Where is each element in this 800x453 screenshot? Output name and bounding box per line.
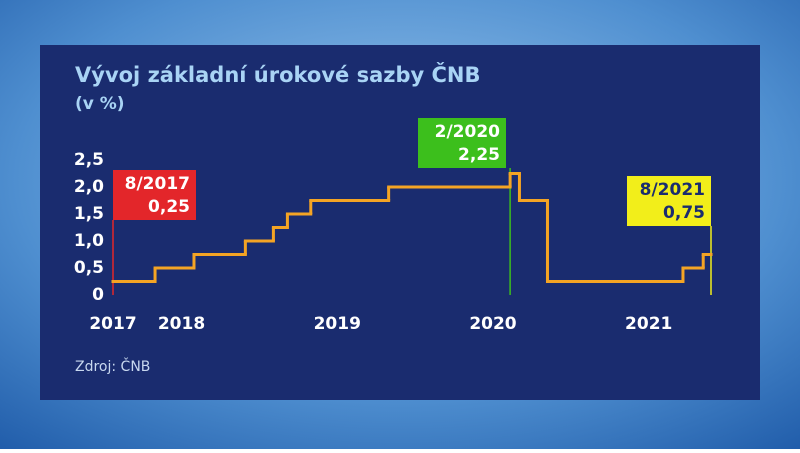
- y-tick-label: 1,0: [74, 231, 104, 251]
- chart-title: Vývoj základní úrokové sazby ČNB: [75, 62, 481, 87]
- annotation-label: 8/2017: [125, 174, 190, 194]
- y-tick-label: 0,5: [74, 258, 104, 278]
- x-tick-label: 2020: [469, 314, 516, 334]
- source: Zdroj: ČNB: [75, 357, 150, 375]
- x-tick-label: 2021: [625, 314, 672, 334]
- annotation-label: 2/2020: [435, 122, 501, 142]
- y-tick-label: 1,5: [74, 204, 104, 224]
- annotation-box: [627, 176, 711, 226]
- annotation-value: 2,25: [458, 145, 500, 165]
- annotation-box: [418, 118, 506, 168]
- y-tick-label: 0: [92, 285, 104, 305]
- annotation-value: 0,25: [148, 197, 190, 217]
- y-tick-label: 2,5: [74, 150, 104, 170]
- y-tick-label: 2,0: [74, 177, 104, 197]
- x-tick-label: 2018: [158, 314, 205, 334]
- annotation-label: 8/2021: [640, 180, 705, 200]
- annotation-box: [113, 170, 196, 220]
- x-tick-label: 2017: [89, 314, 136, 334]
- annotation-value: 0,75: [663, 203, 705, 223]
- chart-subtitle: (v %): [75, 94, 125, 114]
- x-tick-label: 2019: [314, 314, 361, 334]
